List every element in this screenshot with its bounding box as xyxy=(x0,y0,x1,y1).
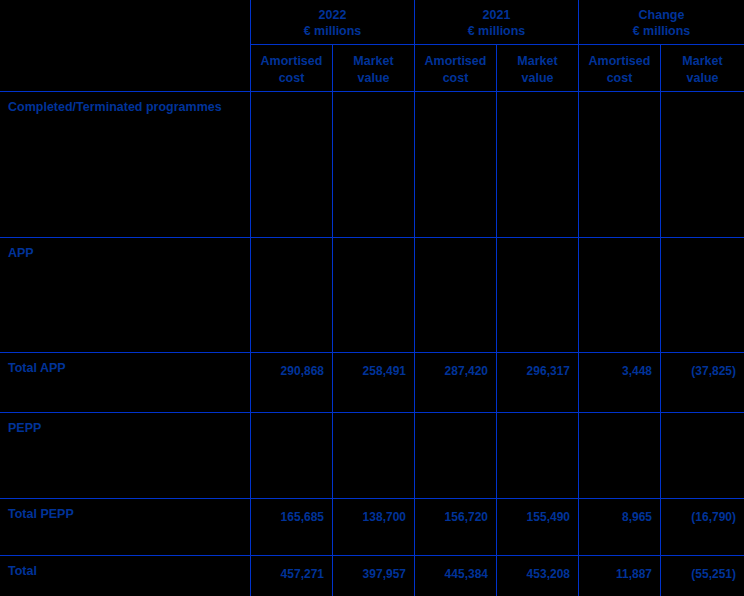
corner-cell xyxy=(0,0,250,45)
col-group-change: Change € millions xyxy=(578,0,744,45)
total-app-2022-amortised: 290,868 xyxy=(250,353,332,413)
grand-total-label: Total xyxy=(0,556,250,596)
col-group-2022: 2022 € millions xyxy=(250,0,414,45)
col-group-2021-unit: € millions xyxy=(415,23,578,39)
total-pepp-2021-market: 155,490 xyxy=(496,499,578,556)
value-cell xyxy=(414,238,496,353)
value-cell xyxy=(332,92,414,238)
value-cell xyxy=(660,238,744,353)
row-label-header-cell xyxy=(0,45,250,92)
value-cell xyxy=(578,92,660,238)
col-group-change-title: Change xyxy=(579,7,744,23)
subcol-change-amortised-cost: Amortised cost xyxy=(578,45,660,92)
total-pepp-label: Total PEPP xyxy=(0,499,250,556)
section-label-pepp: PEPP xyxy=(0,413,250,499)
value-cell xyxy=(660,92,744,238)
value-cell xyxy=(414,413,496,499)
total-app-2021-market: 296,317 xyxy=(496,353,578,413)
total-app-change-amortised: 3,448 xyxy=(578,353,660,413)
section-label-app: APP xyxy=(0,238,250,353)
total-app-2022-market: 258,491 xyxy=(332,353,414,413)
total-pepp-change-amortised: 8,965 xyxy=(578,499,660,556)
col-group-2021: 2021 € millions xyxy=(414,0,578,45)
grand-total-change-market: (55,251) xyxy=(660,556,744,596)
securities-holdings-table: 2022 € millions 2021 € millions Change €… xyxy=(0,0,744,596)
value-cell xyxy=(332,413,414,499)
col-group-2022-unit: € millions xyxy=(251,23,414,39)
section-label-completed-terminated: Completed/Terminated programmes xyxy=(0,92,250,238)
total-app-change-market: (37,825) xyxy=(660,353,744,413)
grand-total-change-amortised: 11,887 xyxy=(578,556,660,596)
total-pepp-2021-amortised: 156,720 xyxy=(414,499,496,556)
subcol-2021-market-value: Market value xyxy=(496,45,578,92)
value-cell xyxy=(332,238,414,353)
value-cell xyxy=(578,413,660,499)
grand-total-2021-market: 453,208 xyxy=(496,556,578,596)
col-group-2021-title: 2021 xyxy=(415,7,578,23)
value-cell xyxy=(660,413,744,499)
total-pepp-2022-amortised: 165,685 xyxy=(250,499,332,556)
value-cell xyxy=(250,238,332,353)
value-cell xyxy=(578,238,660,353)
grand-total-2022-amortised: 457,271 xyxy=(250,556,332,596)
subcol-2021-amortised-cost: Amortised cost xyxy=(414,45,496,92)
value-cell xyxy=(414,92,496,238)
value-cell xyxy=(496,238,578,353)
col-group-change-unit: € millions xyxy=(579,23,744,39)
subcol-change-market-value: Market value xyxy=(660,45,744,92)
grand-total-2021-amortised: 445,384 xyxy=(414,556,496,596)
col-group-2022-title: 2022 xyxy=(251,7,414,23)
value-cell xyxy=(496,92,578,238)
value-cell xyxy=(250,92,332,238)
subcol-2022-amortised-cost: Amortised cost xyxy=(250,45,332,92)
total-pepp-2022-market: 138,700 xyxy=(332,499,414,556)
grand-total-2022-market: 397,957 xyxy=(332,556,414,596)
page: 2022 € millions 2021 € millions Change €… xyxy=(0,0,744,596)
total-app-2021-amortised: 287,420 xyxy=(414,353,496,413)
value-cell xyxy=(250,413,332,499)
subcol-2022-market-value: Market value xyxy=(332,45,414,92)
total-app-label: Total APP xyxy=(0,353,250,413)
total-pepp-change-market: (16,790) xyxy=(660,499,744,556)
value-cell xyxy=(496,413,578,499)
